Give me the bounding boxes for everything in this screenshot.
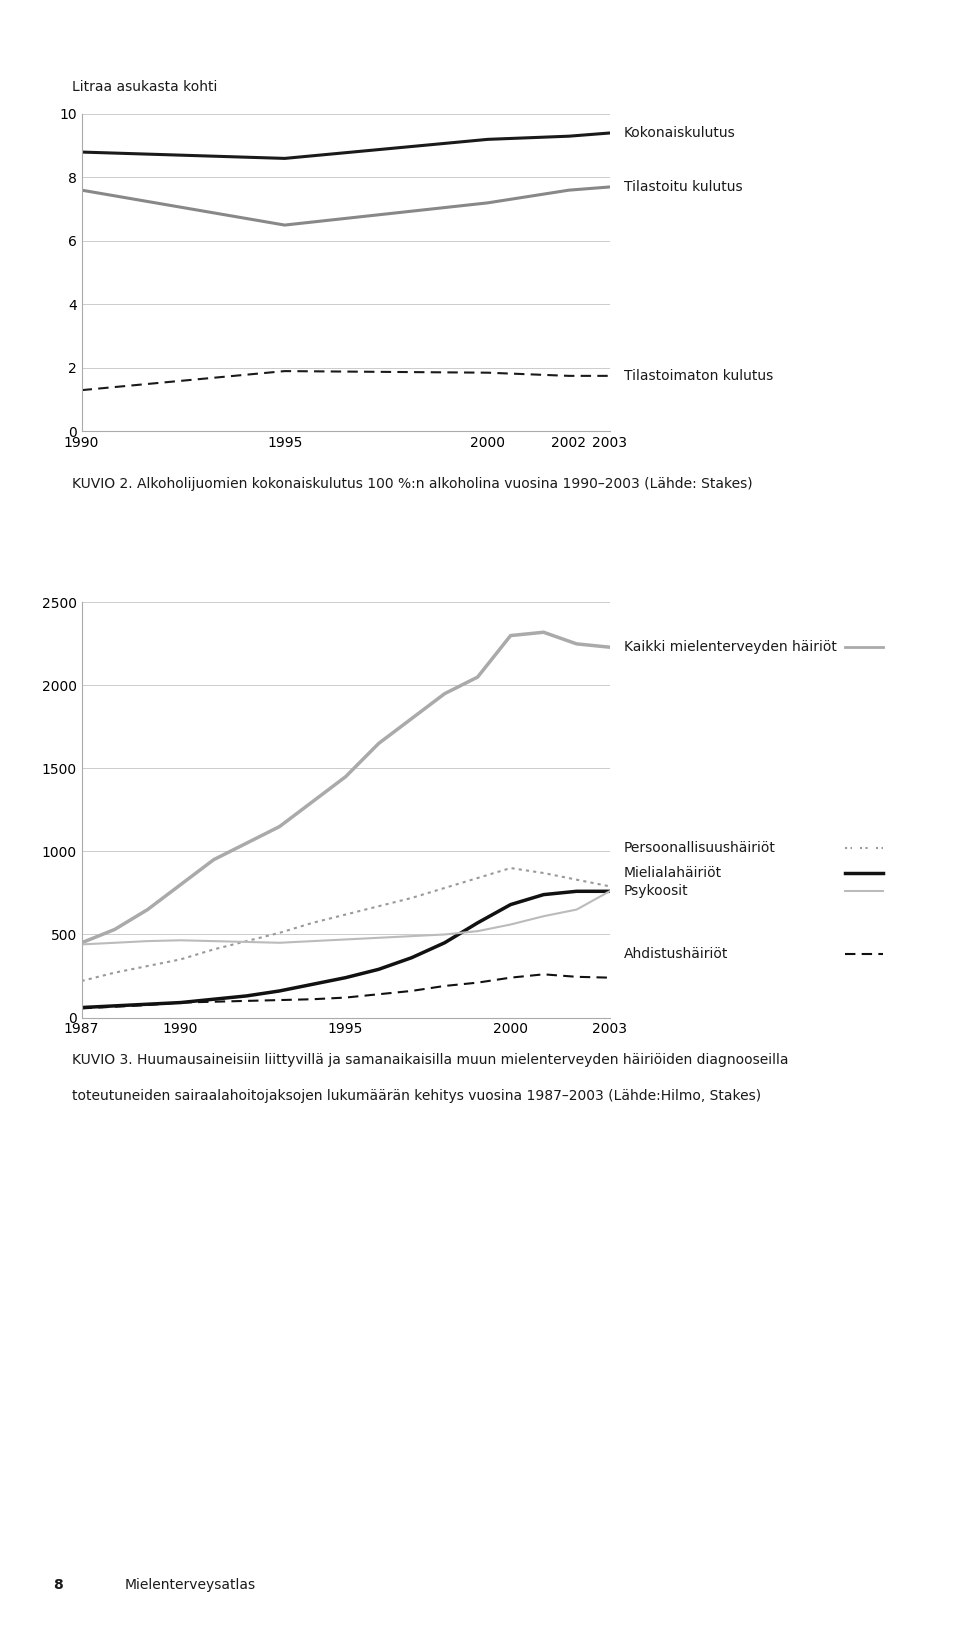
Text: Psykoosit: Psykoosit bbox=[624, 884, 688, 899]
Text: Kokonaiskulutus: Kokonaiskulutus bbox=[624, 125, 735, 140]
Text: 8: 8 bbox=[53, 1578, 62, 1592]
Text: KUVIO 3. Huumausaineisiin liittyvillä ja samanaikaisilla muun mielenterveyden hä: KUVIO 3. Huumausaineisiin liittyvillä ja… bbox=[72, 1053, 788, 1068]
Text: Litraa asukasta kohti: Litraa asukasta kohti bbox=[72, 80, 217, 94]
Text: Ahdistushäiriöt: Ahdistushäiriöt bbox=[624, 947, 729, 962]
Text: Mielialahäiriöt: Mielialahäiriöt bbox=[624, 866, 722, 881]
Text: Tilastoimaton kulutus: Tilastoimaton kulutus bbox=[624, 370, 773, 383]
Text: Persoonallisuushäiriöt: Persoonallisuushäiriöt bbox=[624, 842, 776, 855]
Text: Tilastoitu kulutus: Tilastoitu kulutus bbox=[624, 181, 743, 194]
Text: KUVIO 2. Alkoholijuomien kokonaiskulutus 100 %:n alkoholina vuosina 1990–2003 (L: KUVIO 2. Alkoholijuomien kokonaiskulutus… bbox=[72, 477, 753, 492]
Text: Mielenterveysatlas: Mielenterveysatlas bbox=[125, 1578, 256, 1592]
Text: Kaikki mielenterveyden häiriöt: Kaikki mielenterveyden häiriöt bbox=[624, 640, 837, 654]
Text: toteutuneiden sairaalahoitojaksojen lukumäärän kehitys vuosina 1987–2003 (Lähde:: toteutuneiden sairaalahoitojaksojen luku… bbox=[72, 1089, 761, 1104]
